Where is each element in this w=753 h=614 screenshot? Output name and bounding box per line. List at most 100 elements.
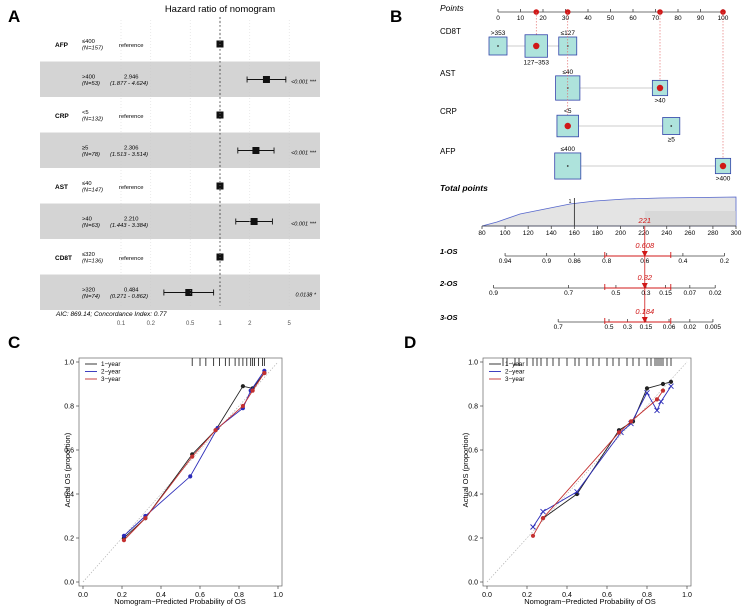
series-point-3-year <box>121 538 127 543</box>
forest-hr-label: 2.946 <box>124 75 139 81</box>
predictor-name: AFP <box>440 147 456 156</box>
series-point-2-year <box>658 398 664 405</box>
forest-variable-label: AFP <box>55 42 69 49</box>
total-points-label: Total points <box>440 183 488 193</box>
outcome-tick-label: 0.2 <box>720 258 729 265</box>
series-point-2-year <box>574 488 580 495</box>
forest-hr-label: reference <box>119 185 144 191</box>
forest-level-label: >320 <box>82 288 95 294</box>
outcome-tick-label: 0.3 <box>641 290 650 297</box>
points-axis-tick-label: 60 <box>629 15 637 22</box>
calibration-d-xlabel: Nomogram−Predicted Probability of OS <box>524 597 656 606</box>
series-point-3-year <box>616 430 622 435</box>
forest-plot: Hazard ratio of nomogram AFP ≤400(N=157) r… <box>40 4 320 327</box>
forest-x-tick-label: 0.1 <box>117 321 126 327</box>
predictor-level-label: 127~353 <box>524 59 550 66</box>
points-axis-tick-label: 30 <box>562 15 570 22</box>
series-point-3-year <box>654 397 660 402</box>
calibration-c-xlabel: Nomogram−Predicted Probability of OS <box>114 597 246 606</box>
series-point-3-year <box>628 419 634 424</box>
total-points-shade <box>644 211 736 226</box>
predictor-level-label: >40 <box>654 98 665 105</box>
series-point-1-year <box>240 384 245 389</box>
x-tick-label: 0.6 <box>195 592 205 599</box>
predictor-level-dot <box>566 165 569 167</box>
series-line-2-year <box>123 370 265 537</box>
x-tick-label: 0.8 <box>642 592 652 599</box>
total-axis-tick-label: 180 <box>592 230 603 237</box>
panel-label-d: D <box>404 333 416 352</box>
outcome-value: 0.608 <box>635 241 655 250</box>
x-tick-label: 0.4 <box>156 592 166 599</box>
calibration-plot-c: Actual OS (proportion) Nomogram−Predicte… <box>63 357 283 606</box>
forest-n-label: (N=63) <box>82 223 100 229</box>
y-tick-label: 0.4 <box>468 492 478 499</box>
series-point-3-year <box>143 516 148 521</box>
calibration-plot-d: Actual OS (proportion) Nomogram−Predicte… <box>461 357 692 606</box>
outcome-tick-label: 0.15 <box>659 290 672 297</box>
forest-n-label: (N=157) <box>82 46 103 52</box>
outcome-tick-label: 0.7 <box>564 290 573 297</box>
predictor-selected-dot <box>656 84 664 92</box>
panel-label-b: B <box>390 7 402 26</box>
y-tick-label: 0.0 <box>468 580 478 587</box>
total-axis-tick-label: 120 <box>523 230 534 237</box>
forest-point <box>250 218 258 225</box>
outcome-tick-label: 0.5 <box>611 290 620 297</box>
outcome-tick-label: 0.15 <box>640 324 653 331</box>
legend-label: 1−year <box>505 361 524 368</box>
forest-row-band <box>40 203 320 239</box>
series-point-2-year <box>654 407 660 414</box>
series-point-1-year <box>660 381 666 387</box>
points-axis-tick-label: 50 <box>607 15 615 22</box>
series-line-1-year <box>123 372 265 539</box>
total-distribution-marker-label: 1 <box>569 199 572 205</box>
y-tick-label: 0.0 <box>64 580 74 587</box>
predictor-name: AST <box>440 69 456 78</box>
ideal-diagonal <box>82 361 279 583</box>
forest-level-label: >400 <box>82 75 95 81</box>
forest-level-label: <5 <box>82 110 89 116</box>
outcome-tick-label: 0.005 <box>705 324 722 331</box>
points-axis-tick-label: 70 <box>652 15 660 22</box>
series-point-3-year <box>213 428 218 433</box>
series-point-3-year <box>530 533 536 538</box>
y-tick-label: 1.0 <box>64 360 74 367</box>
forest-level-label: ≥5 <box>82 146 88 152</box>
y-tick-label: 0.8 <box>64 404 74 411</box>
forest-p-value: 0.0138 * <box>296 293 317 299</box>
outcome-value-marker <box>641 317 648 323</box>
forest-p-value: <0.001 *** <box>291 80 317 86</box>
forest-n-label: (N=53) <box>82 81 100 87</box>
forest-hr-label: reference <box>119 256 144 262</box>
series-point-3-year <box>240 403 245 409</box>
outcome-value: 0.184 <box>635 307 654 316</box>
series-point-3-year <box>262 370 267 376</box>
predictor-selected-dot <box>533 42 540 50</box>
series-point-3-year <box>190 454 195 459</box>
predictor-selected-dot <box>564 122 571 130</box>
series-point-3-year <box>660 388 666 393</box>
forest-x-tick-label: 1 <box>218 321 222 327</box>
outcome-tick-label: 0.5 <box>604 324 613 331</box>
panel-label-c: C <box>8 333 20 352</box>
outcome-tick-label: 0.9 <box>489 290 498 297</box>
forest-n-label: (N=78) <box>82 152 100 158</box>
legend-label: 3−year <box>505 376 524 383</box>
forest-point <box>216 111 224 119</box>
series-point-2-year <box>121 533 127 538</box>
series-point-2-year <box>644 389 650 396</box>
total-axis-tick-label: 160 <box>569 230 580 237</box>
total-axis-tick-label: 140 <box>546 230 557 237</box>
x-tick-label: 0.0 <box>482 592 492 599</box>
forest-footer: AIC: 869.14; Concordance Index: 0.77 <box>55 311 167 318</box>
forest-p-value: <0.001 *** <box>291 151 317 157</box>
points-label: Points <box>440 3 464 13</box>
outcome-tick-label: 0.4 <box>678 258 687 265</box>
outcome-tick-label: 0.02 <box>683 324 696 331</box>
forest-hr-label: reference <box>119 114 144 120</box>
series-point-2-year <box>530 524 536 530</box>
outcome-tick-label: 0.7 <box>554 324 563 331</box>
